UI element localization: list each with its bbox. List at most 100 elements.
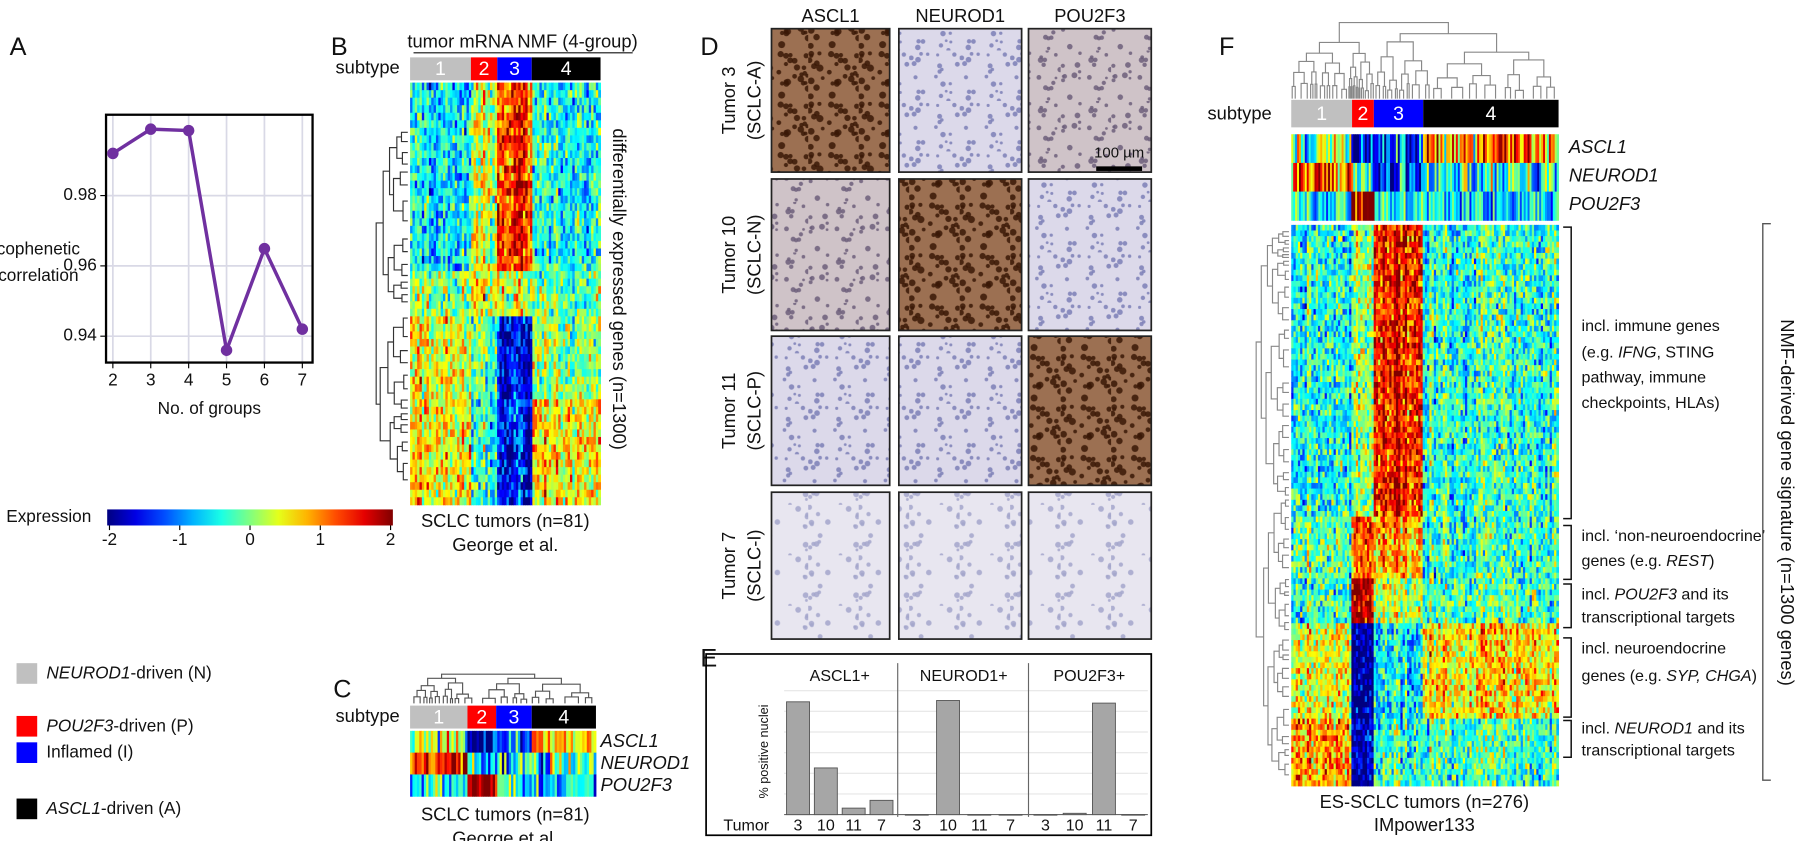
heatmap-cell [525, 203, 529, 212]
heatmap-cell [574, 361, 578, 370]
heatmap-cell [468, 97, 472, 106]
heatmap-cell [511, 188, 515, 197]
heatmap-cell [555, 452, 559, 461]
heatmap-cell [504, 482, 507, 491]
heatmap-cell [513, 323, 517, 332]
heatmap-cell [572, 165, 576, 174]
heatmap-cell [544, 474, 547, 483]
heatmap-cell [548, 414, 552, 423]
heatmap-cell [454, 399, 458, 408]
heatmap-cell [544, 323, 547, 332]
heatmap-cell [482, 421, 486, 430]
heatmap-cell [419, 195, 423, 204]
heatmap-cell [572, 429, 576, 438]
heatmap-cell [565, 406, 569, 415]
heatmap-cell [447, 248, 451, 257]
heatmap-cell [558, 399, 562, 408]
heatmap-cell [534, 127, 538, 136]
heatmap-cell [454, 429, 458, 438]
heatmap-cell [501, 195, 505, 204]
heatmap-cell [464, 429, 467, 438]
heatmap-cell [450, 301, 453, 310]
x-tick-label: 10 [817, 816, 835, 834]
heatmap-cell [593, 414, 597, 423]
heatmap-cell [499, 391, 503, 400]
heatmap-cell [435, 173, 439, 182]
heatmap-cell [443, 203, 446, 212]
heatmap-cell [440, 90, 444, 99]
subtype-block [531, 705, 596, 729]
heatmap-cell [574, 444, 578, 453]
heatmap-cell [532, 233, 536, 242]
heatmap-cell [511, 308, 515, 317]
heatmap-cell [506, 165, 510, 174]
heatmap-cell [412, 489, 416, 498]
heatmap-cell [598, 429, 602, 438]
heatmap-cell [553, 338, 557, 347]
heatmap-cell [501, 286, 505, 295]
heatmap-cell [431, 399, 435, 408]
dendrogram-branch [393, 284, 402, 299]
heatmap-cell [558, 263, 562, 272]
heatmap-cell [412, 308, 416, 317]
heatmap-cell [417, 173, 420, 182]
heatmap-cell [544, 218, 547, 227]
heatmap-cell [461, 271, 465, 280]
heatmap-cell [492, 120, 496, 129]
heatmap-cell [598, 497, 602, 506]
heatmap-cell [421, 105, 425, 114]
heatmap-cell [426, 421, 430, 430]
subtype-label: subtype [336, 57, 400, 78]
subtype-number: 1 [433, 706, 444, 728]
heatmap-cell [471, 135, 475, 144]
heatmap-cell [466, 203, 470, 212]
heatmap-cell [457, 256, 460, 265]
heatmap-cell [419, 203, 423, 212]
heatmap-cell [410, 406, 413, 415]
heatmap-cell [412, 195, 416, 204]
heatmap-cell [522, 195, 526, 204]
heatmap-cell [499, 752, 503, 775]
heatmap-cell [504, 135, 507, 144]
heatmap-cell [595, 482, 599, 491]
heatmap-cell [487, 399, 491, 408]
heatmap-cell [593, 158, 597, 167]
heatmap-cell [586, 497, 590, 506]
heatmap-cell [552, 752, 556, 775]
heatmap-cell [588, 195, 592, 204]
heatmap-cell [410, 263, 413, 272]
heatmap-cell [445, 142, 449, 151]
heatmap-cell [433, 90, 437, 99]
heatmap-cell [508, 120, 512, 129]
heatmap-cell [546, 482, 550, 491]
heatmap-cell [574, 331, 578, 340]
heatmap-cell [421, 752, 425, 775]
heatmap-cell [555, 301, 559, 310]
heatmap-cell [499, 354, 503, 363]
heatmap-cell [450, 406, 453, 415]
heatmap-cell [424, 444, 428, 453]
legend-swatch [16, 715, 38, 737]
heatmap-cell [558, 286, 562, 295]
heatmap-cell [454, 482, 458, 491]
heatmap-cell [459, 399, 463, 408]
heatmap-cell [506, 384, 510, 393]
heatmap-cell [532, 331, 536, 340]
heatmap-cell [511, 120, 515, 129]
heatmap-cell [537, 120, 540, 129]
heatmap-cell [527, 436, 531, 445]
heatmap-cell [499, 361, 503, 370]
heatmap-cell [518, 384, 522, 393]
heatmap-cell [559, 752, 562, 775]
heatmap-cell [532, 225, 536, 234]
heatmap-cell [504, 180, 507, 189]
heatmap-cell [497, 752, 501, 775]
heatmap-cell [591, 248, 594, 257]
heatmap-cell [471, 384, 475, 393]
heatmap-cell [586, 158, 590, 167]
heatmap-cell [511, 421, 515, 430]
heatmap-cell [548, 97, 552, 106]
heatmap-cell [532, 421, 536, 430]
heatmap-cell [518, 354, 522, 363]
heatmap-cell [537, 286, 540, 295]
